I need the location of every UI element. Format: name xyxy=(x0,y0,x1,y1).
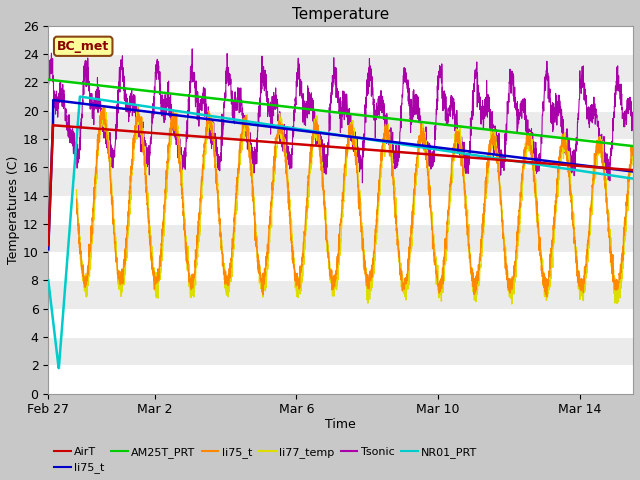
Bar xyxy=(48,365,633,394)
Text: BC_met: BC_met xyxy=(57,40,109,53)
Bar xyxy=(48,111,633,139)
Title: Temperature: Temperature xyxy=(292,7,389,22)
Bar xyxy=(48,26,633,54)
Bar xyxy=(48,54,633,83)
Bar xyxy=(48,196,633,224)
Bar xyxy=(48,337,633,365)
Y-axis label: Temperatures (C): Temperatures (C) xyxy=(7,156,20,264)
Bar xyxy=(48,83,633,111)
Bar xyxy=(48,309,633,337)
Bar xyxy=(48,224,633,252)
Legend: AirT, li75_t, AM25T_PRT, li75_t, li77_temp, Tsonic, NR01_PRT: AirT, li75_t, AM25T_PRT, li75_t, li77_te… xyxy=(54,447,477,473)
Bar xyxy=(48,168,633,196)
Bar xyxy=(48,139,633,168)
Bar xyxy=(48,280,633,309)
X-axis label: Time: Time xyxy=(325,418,356,431)
Bar xyxy=(48,252,633,280)
